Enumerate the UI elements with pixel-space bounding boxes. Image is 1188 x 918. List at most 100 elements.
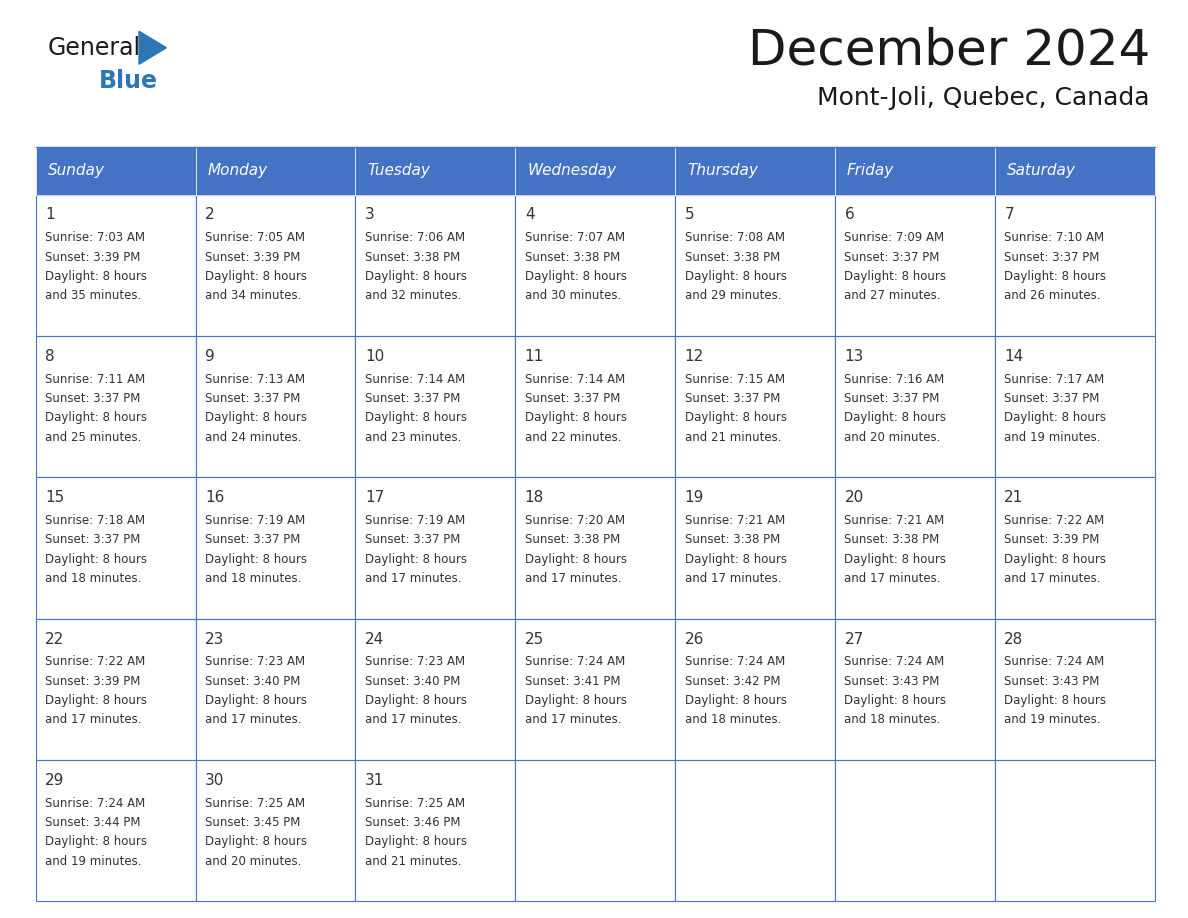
Bar bbox=[516, 147, 675, 195]
Text: Sunset: 3:43 PM: Sunset: 3:43 PM bbox=[845, 675, 940, 688]
Text: Sunset: 3:38 PM: Sunset: 3:38 PM bbox=[365, 251, 460, 263]
Text: Daylight: 8 hours: Daylight: 8 hours bbox=[1004, 411, 1106, 424]
Text: Sunset: 3:39 PM: Sunset: 3:39 PM bbox=[45, 251, 140, 263]
Text: 10: 10 bbox=[365, 349, 384, 364]
Text: 16: 16 bbox=[206, 490, 225, 505]
Text: Sunset: 3:38 PM: Sunset: 3:38 PM bbox=[684, 533, 779, 546]
Text: and 17 minutes.: and 17 minutes. bbox=[206, 713, 302, 726]
Text: Sunset: 3:44 PM: Sunset: 3:44 PM bbox=[45, 816, 140, 829]
Bar bbox=[835, 760, 994, 901]
Text: and 21 minutes.: and 21 minutes. bbox=[684, 431, 782, 443]
Text: Sunrise: 7:21 AM: Sunrise: 7:21 AM bbox=[845, 514, 944, 527]
Text: Sunset: 3:39 PM: Sunset: 3:39 PM bbox=[206, 251, 301, 263]
Text: Sunrise: 7:24 AM: Sunrise: 7:24 AM bbox=[845, 655, 944, 668]
Text: and 19 minutes.: and 19 minutes. bbox=[1004, 713, 1101, 726]
Text: and 17 minutes.: and 17 minutes. bbox=[365, 713, 461, 726]
Text: Sunrise: 7:23 AM: Sunrise: 7:23 AM bbox=[206, 655, 305, 668]
Text: Sunrise: 7:20 AM: Sunrise: 7:20 AM bbox=[525, 514, 625, 527]
Polygon shape bbox=[139, 31, 166, 64]
Text: Sunset: 3:37 PM: Sunset: 3:37 PM bbox=[206, 533, 301, 546]
Text: 18: 18 bbox=[525, 490, 544, 505]
Text: Sunset: 3:37 PM: Sunset: 3:37 PM bbox=[845, 392, 940, 405]
Text: and 18 minutes.: and 18 minutes. bbox=[845, 713, 941, 726]
Text: Blue: Blue bbox=[99, 69, 158, 93]
Text: Daylight: 8 hours: Daylight: 8 hours bbox=[1004, 553, 1106, 565]
Text: Sunset: 3:37 PM: Sunset: 3:37 PM bbox=[525, 392, 620, 405]
Bar bbox=[675, 760, 835, 901]
Text: and 27 minutes.: and 27 minutes. bbox=[845, 289, 941, 302]
Text: and 17 minutes.: and 17 minutes. bbox=[684, 572, 782, 585]
Bar bbox=[994, 147, 1155, 195]
Text: Sunrise: 7:24 AM: Sunrise: 7:24 AM bbox=[1004, 655, 1105, 668]
Text: 26: 26 bbox=[684, 632, 704, 646]
Text: Sunset: 3:37 PM: Sunset: 3:37 PM bbox=[45, 533, 140, 546]
Text: Sunrise: 7:19 AM: Sunrise: 7:19 AM bbox=[206, 514, 305, 527]
Text: Sunrise: 7:07 AM: Sunrise: 7:07 AM bbox=[525, 231, 625, 244]
Text: Daylight: 8 hours: Daylight: 8 hours bbox=[684, 694, 786, 707]
Text: and 22 minutes.: and 22 minutes. bbox=[525, 431, 621, 443]
Text: 27: 27 bbox=[845, 632, 864, 646]
Bar bbox=[835, 477, 994, 619]
Bar bbox=[36, 477, 196, 619]
Text: Sunrise: 7:25 AM: Sunrise: 7:25 AM bbox=[365, 797, 465, 810]
Bar bbox=[675, 147, 835, 195]
Text: 15: 15 bbox=[45, 490, 64, 505]
Bar bbox=[36, 195, 196, 336]
Text: Sunrise: 7:05 AM: Sunrise: 7:05 AM bbox=[206, 231, 305, 244]
Text: Sunrise: 7:10 AM: Sunrise: 7:10 AM bbox=[1004, 231, 1105, 244]
Bar bbox=[196, 195, 355, 336]
Bar bbox=[36, 336, 196, 477]
Text: Daylight: 8 hours: Daylight: 8 hours bbox=[45, 694, 147, 707]
Text: and 17 minutes.: and 17 minutes. bbox=[525, 713, 621, 726]
Text: Daylight: 8 hours: Daylight: 8 hours bbox=[365, 694, 467, 707]
Text: and 18 minutes.: and 18 minutes. bbox=[684, 713, 781, 726]
Text: and 30 minutes.: and 30 minutes. bbox=[525, 289, 621, 302]
Text: Mont-Joli, Quebec, Canada: Mont-Joli, Quebec, Canada bbox=[817, 86, 1150, 110]
Text: Sunrise: 7:22 AM: Sunrise: 7:22 AM bbox=[45, 655, 145, 668]
Bar bbox=[675, 336, 835, 477]
Bar bbox=[516, 336, 675, 477]
Text: and 19 minutes.: and 19 minutes. bbox=[1004, 431, 1101, 443]
Text: General: General bbox=[48, 36, 140, 60]
Text: Sunset: 3:37 PM: Sunset: 3:37 PM bbox=[845, 251, 940, 263]
Text: December 2024: December 2024 bbox=[747, 27, 1150, 74]
Text: Sunrise: 7:06 AM: Sunrise: 7:06 AM bbox=[365, 231, 465, 244]
Text: 29: 29 bbox=[45, 773, 64, 788]
Text: and 26 minutes.: and 26 minutes. bbox=[1004, 289, 1101, 302]
Text: Sunset: 3:42 PM: Sunset: 3:42 PM bbox=[684, 675, 781, 688]
Text: 30: 30 bbox=[206, 773, 225, 788]
Text: Sunset: 3:38 PM: Sunset: 3:38 PM bbox=[845, 533, 940, 546]
Text: Sunrise: 7:17 AM: Sunrise: 7:17 AM bbox=[1004, 373, 1105, 386]
Text: 12: 12 bbox=[684, 349, 703, 364]
Bar bbox=[196, 147, 355, 195]
Text: and 18 minutes.: and 18 minutes. bbox=[45, 572, 141, 585]
Text: Daylight: 8 hours: Daylight: 8 hours bbox=[45, 835, 147, 848]
Bar bbox=[355, 760, 516, 901]
Text: 28: 28 bbox=[1004, 632, 1024, 646]
Text: and 17 minutes.: and 17 minutes. bbox=[525, 572, 621, 585]
Text: Sunset: 3:37 PM: Sunset: 3:37 PM bbox=[206, 392, 301, 405]
Text: Daylight: 8 hours: Daylight: 8 hours bbox=[684, 270, 786, 283]
Text: Daylight: 8 hours: Daylight: 8 hours bbox=[206, 553, 307, 565]
Bar bbox=[675, 195, 835, 336]
Bar bbox=[196, 336, 355, 477]
Text: and 17 minutes.: and 17 minutes. bbox=[45, 713, 141, 726]
Text: 6: 6 bbox=[845, 207, 854, 222]
Bar bbox=[355, 477, 516, 619]
Text: Daylight: 8 hours: Daylight: 8 hours bbox=[206, 411, 307, 424]
Text: Daylight: 8 hours: Daylight: 8 hours bbox=[365, 411, 467, 424]
Text: and 20 minutes.: and 20 minutes. bbox=[845, 431, 941, 443]
Bar bbox=[355, 619, 516, 760]
Text: Sunset: 3:37 PM: Sunset: 3:37 PM bbox=[1004, 251, 1100, 263]
Text: 5: 5 bbox=[684, 207, 694, 222]
Text: 23: 23 bbox=[206, 632, 225, 646]
Text: and 19 minutes.: and 19 minutes. bbox=[45, 855, 141, 868]
Text: and 21 minutes.: and 21 minutes. bbox=[365, 855, 461, 868]
Text: Sunrise: 7:03 AM: Sunrise: 7:03 AM bbox=[45, 231, 145, 244]
Text: Saturday: Saturday bbox=[1006, 163, 1075, 178]
Text: Daylight: 8 hours: Daylight: 8 hours bbox=[365, 270, 467, 283]
Text: 21: 21 bbox=[1004, 490, 1024, 505]
Bar bbox=[36, 147, 196, 195]
Text: Sunrise: 7:08 AM: Sunrise: 7:08 AM bbox=[684, 231, 784, 244]
Text: Daylight: 8 hours: Daylight: 8 hours bbox=[365, 553, 467, 565]
